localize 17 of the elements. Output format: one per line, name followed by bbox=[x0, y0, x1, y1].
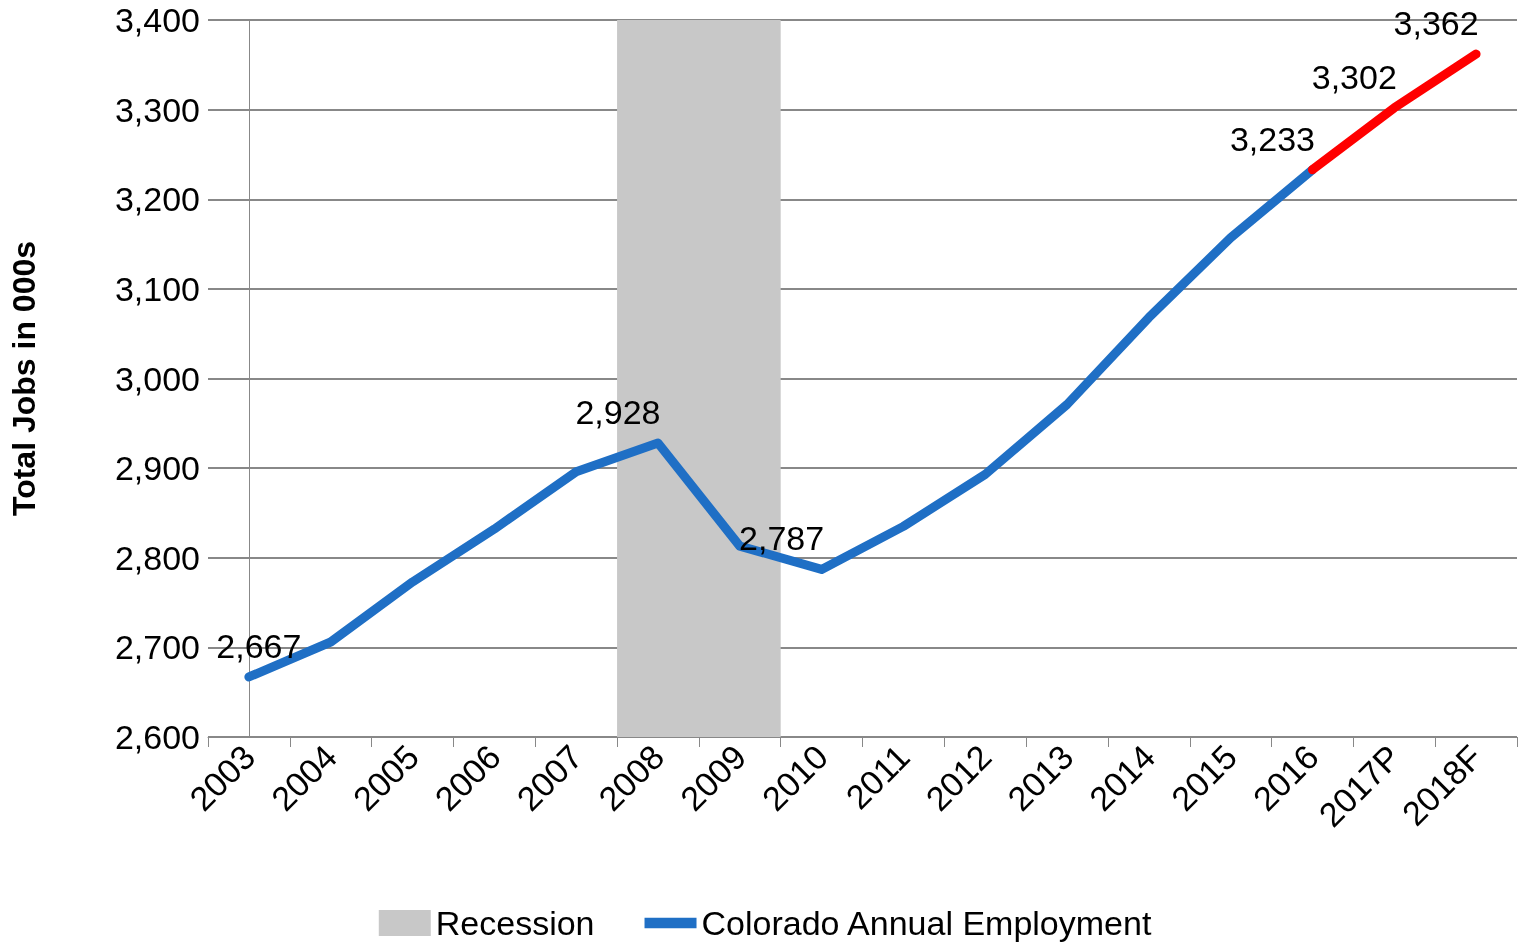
data-label: 2,787 bbox=[739, 519, 825, 558]
y-tick-label: 3,100 bbox=[114, 269, 200, 308]
y-tick-label: 2,700 bbox=[114, 628, 200, 667]
y-tick-label: 2,900 bbox=[114, 449, 200, 488]
y-axis-title: Total Jobs in 000s bbox=[6, 240, 42, 517]
data-label: 3,302 bbox=[1311, 57, 1397, 96]
y-tick-label: 3,300 bbox=[114, 90, 200, 129]
legend-label: Recession bbox=[435, 904, 595, 942]
y-tick-label: 3,200 bbox=[114, 180, 200, 219]
y-tick-label: 2,800 bbox=[114, 538, 200, 577]
y-tick-label: 3,400 bbox=[114, 1, 200, 39]
data-label: 3,362 bbox=[1393, 4, 1479, 43]
data-label: 2,928 bbox=[575, 393, 661, 432]
data-label: 2,667 bbox=[216, 626, 302, 665]
legend-label: Colorado Annual Employment bbox=[701, 904, 1152, 942]
y-tick-label: 3,000 bbox=[114, 359, 200, 398]
data-label: 3,233 bbox=[1229, 119, 1316, 158]
